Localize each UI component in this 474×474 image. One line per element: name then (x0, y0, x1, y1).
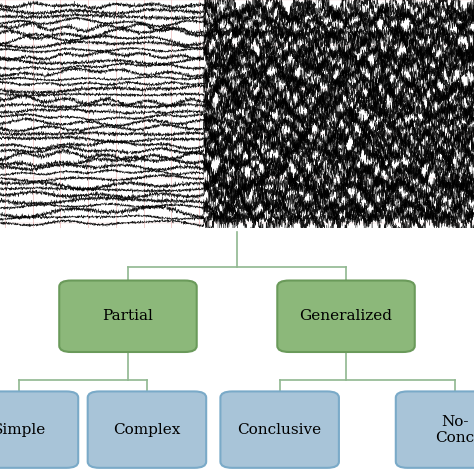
FancyBboxPatch shape (396, 392, 474, 468)
Text: No-
Conc: No- Conc (436, 415, 474, 445)
Text: Partial: Partial (102, 309, 154, 323)
FancyBboxPatch shape (220, 392, 339, 468)
FancyBboxPatch shape (0, 392, 78, 468)
FancyBboxPatch shape (88, 392, 206, 468)
Text: Complex: Complex (113, 423, 181, 437)
Text: Simple: Simple (0, 423, 46, 437)
FancyBboxPatch shape (277, 281, 415, 352)
Text: Generalized: Generalized (300, 309, 392, 323)
FancyBboxPatch shape (59, 281, 197, 352)
Text: Conclusive: Conclusive (237, 423, 322, 437)
